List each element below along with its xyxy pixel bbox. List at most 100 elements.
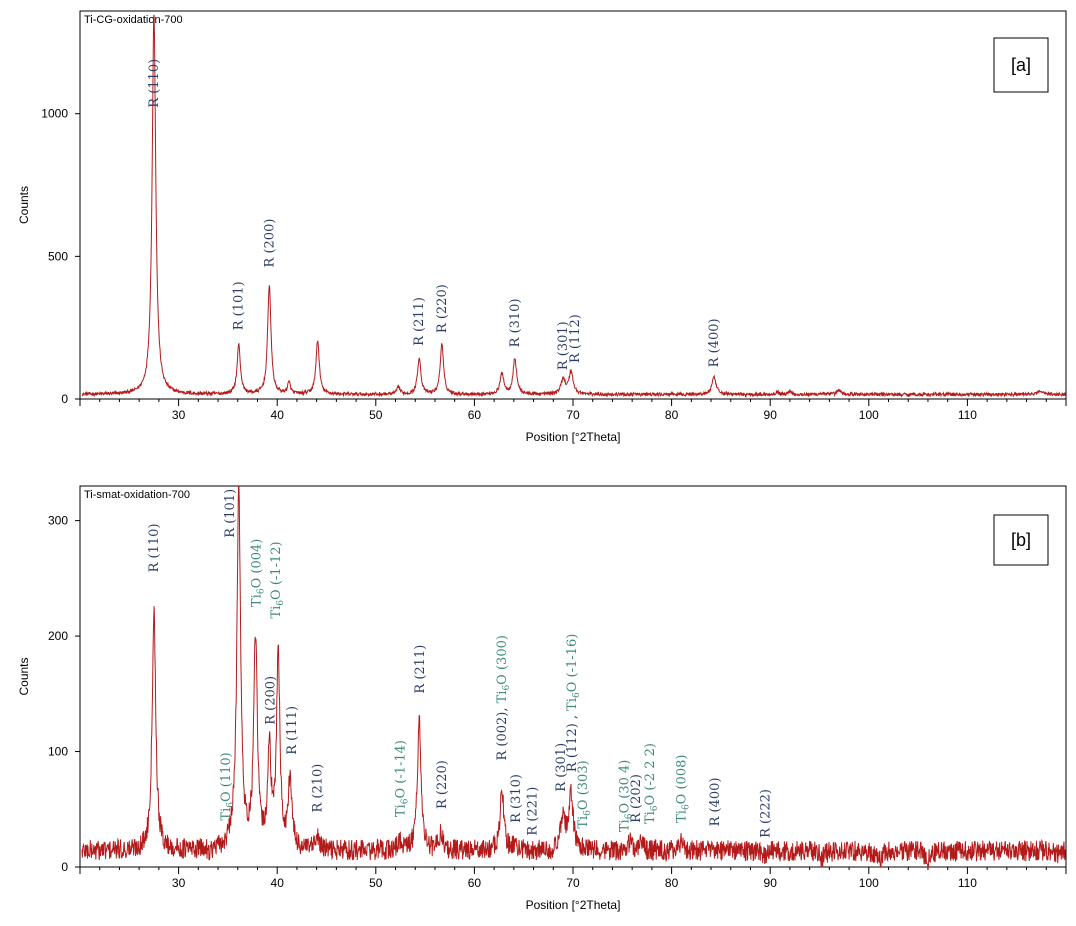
peak-annotation: R (222)	[758, 789, 773, 838]
peak-label: Ti6O (-2 2 2)	[643, 743, 660, 824]
peak-annotation: R (400)	[707, 318, 722, 367]
x-tick-label: 30	[172, 876, 186, 890]
peak-annotation: R (310)	[509, 774, 524, 823]
peak-annotation: R (400)	[708, 777, 723, 826]
peak-label: R (400)	[708, 777, 723, 826]
diffraction-trace	[81, 14, 1067, 398]
y-tick-label: 500	[48, 249, 68, 263]
xrd-chart-b: 30 40 50 60 70 80 90 100 110 0 100 200 300 Position […	[17, 485, 1067, 912]
peak-annotation: R (200)	[263, 676, 278, 725]
peak-annotation: R (211)	[412, 297, 427, 346]
peak-label: R (110)	[147, 59, 162, 108]
peak-label: R (110)	[147, 523, 162, 572]
peak-annotation: R (111)	[285, 706, 300, 755]
peak-label: Ti6O (30 4)	[617, 760, 634, 832]
peak-annotation: Ti6O (303)	[576, 760, 593, 828]
peak-label: Ti6O (008)	[674, 755, 691, 823]
chart-panel-b: 30 40 50 60 70 80 90 100 110 0 100 200 300 Position […	[0, 463, 1076, 926]
peak-annotation: R (211)	[413, 645, 428, 694]
x-axis-label: Position [°2Theta]	[526, 898, 621, 912]
x-tick-label: 60	[468, 876, 482, 890]
peak-label: R (002), Ti6O (300)	[495, 635, 512, 761]
peak-label: R (101)	[232, 281, 247, 330]
peak-label: R (200)	[262, 219, 277, 268]
peak-annotation: Ti6O (30 4)	[617, 760, 634, 832]
peak-label: R (221)	[526, 787, 541, 836]
x-tick-label: 70	[566, 408, 580, 422]
peak-label: R (202)	[629, 774, 644, 823]
x-tick-label: 80	[665, 408, 679, 422]
peak-annotation: Ti6O (004)	[249, 539, 266, 607]
panel-tag: [a]	[1011, 55, 1031, 75]
y-tick-label: 0	[61, 392, 68, 406]
peak-label: R (112) , Ti6O (-1-16)	[565, 634, 582, 772]
chart-panel-a: 30 40 50 60 70 80 90 100 110 0 500 1000 Position [°2…	[17, 10, 1067, 444]
peak-label: Ti6O (303)	[576, 760, 593, 828]
x-tick-label: 100	[859, 408, 879, 422]
peak-label: R (301)	[554, 743, 569, 792]
peak-annotation: Ti6O (-1-12)	[269, 541, 286, 618]
peak-annotation: R (101)	[223, 489, 238, 538]
peak-label: R (222)	[758, 789, 773, 838]
y-axis-label: Counts	[17, 186, 31, 224]
x-tick-label: 80	[665, 876, 679, 890]
chart-title: Ti-smat-oxidation-700	[84, 489, 190, 501]
peak-label: R (310)	[508, 298, 523, 347]
peak-label: R (200)	[263, 676, 278, 725]
x-tick-label: 100	[859, 876, 879, 890]
x-tick-label: 50	[369, 408, 383, 422]
y-tick-label: 200	[48, 629, 68, 643]
peak-label: R (400)	[707, 318, 722, 367]
peak-label: R (301)	[556, 321, 571, 370]
x-tick-label: 110	[958, 876, 977, 890]
peak-label: R (101)	[223, 489, 238, 538]
y-tick-label: 1000	[41, 107, 68, 121]
x-tick-label: 60	[468, 408, 482, 422]
peak-annotation: R (310)	[508, 298, 523, 347]
peak-label: R (211)	[412, 297, 427, 346]
peak-annotation: R (220)	[435, 760, 450, 809]
peak-label: Ti6O (-1-12)	[269, 541, 286, 618]
x-tick-label: 50	[369, 876, 383, 890]
x-tick-label: 40	[271, 876, 285, 890]
peak-annotation: R (112)	[568, 314, 583, 363]
xrd-chart-a: 30 40 50 60 70 80 90 100 110 0 500 1000 Position [°2…	[17, 10, 1067, 444]
peak-annotation: R (110)	[147, 523, 162, 572]
peak-annotation: R (110)	[147, 59, 162, 108]
peak-label: R (310)	[509, 774, 524, 823]
peak-annotation: R (301)	[554, 743, 569, 792]
peak-label: R (210)	[311, 764, 326, 813]
peak-annotation: R (301)	[556, 321, 571, 370]
peak-label: R (220)	[435, 284, 450, 333]
peak-annotation: R (200)	[262, 219, 277, 268]
peak-label: R (112)	[568, 314, 583, 363]
peak-label: R (220)	[435, 760, 450, 809]
peak-label: Ti6O (110)	[219, 752, 236, 820]
peak-annotation: R (101)	[232, 281, 247, 330]
x-tick-label: 30	[172, 408, 186, 422]
peak-annotation: R (210)	[311, 764, 326, 813]
peak-annotation: R (202)	[629, 774, 644, 823]
x-axis-label: Position [°2Theta]	[526, 430, 621, 444]
peak-annotation: R (002), Ti6O (300)	[495, 635, 512, 761]
y-tick-label: 100	[48, 745, 68, 759]
peak-label: Ti6O (004)	[249, 539, 266, 607]
peak-annotation: Ti6O (-2 2 2)	[643, 743, 660, 824]
peak-annotation: R (221)	[526, 787, 541, 836]
chart-title: Ti-CG-oxidation-700	[84, 14, 183, 26]
diffraction-trace	[81, 485, 1066, 869]
x-tick-label: 110	[958, 408, 977, 422]
y-tick-label: 0	[61, 860, 68, 874]
peak-annotation: Ti6O (008)	[674, 755, 691, 823]
x-tick-label: 70	[566, 876, 580, 890]
peak-label: R (211)	[413, 645, 428, 694]
y-tick-label: 300	[48, 514, 68, 528]
peak-annotation: R (220)	[435, 284, 450, 333]
panel-tag-box	[993, 514, 1049, 566]
x-tick-label: 90	[764, 876, 778, 890]
peak-annotation: Ti6O (110)	[219, 752, 236, 820]
panel-tag: [b]	[1011, 530, 1031, 550]
peak-label: R (111)	[285, 706, 300, 755]
peak-annotation: R (112) , Ti6O (-1-16)	[565, 634, 582, 772]
x-tick-label: 40	[271, 408, 285, 422]
